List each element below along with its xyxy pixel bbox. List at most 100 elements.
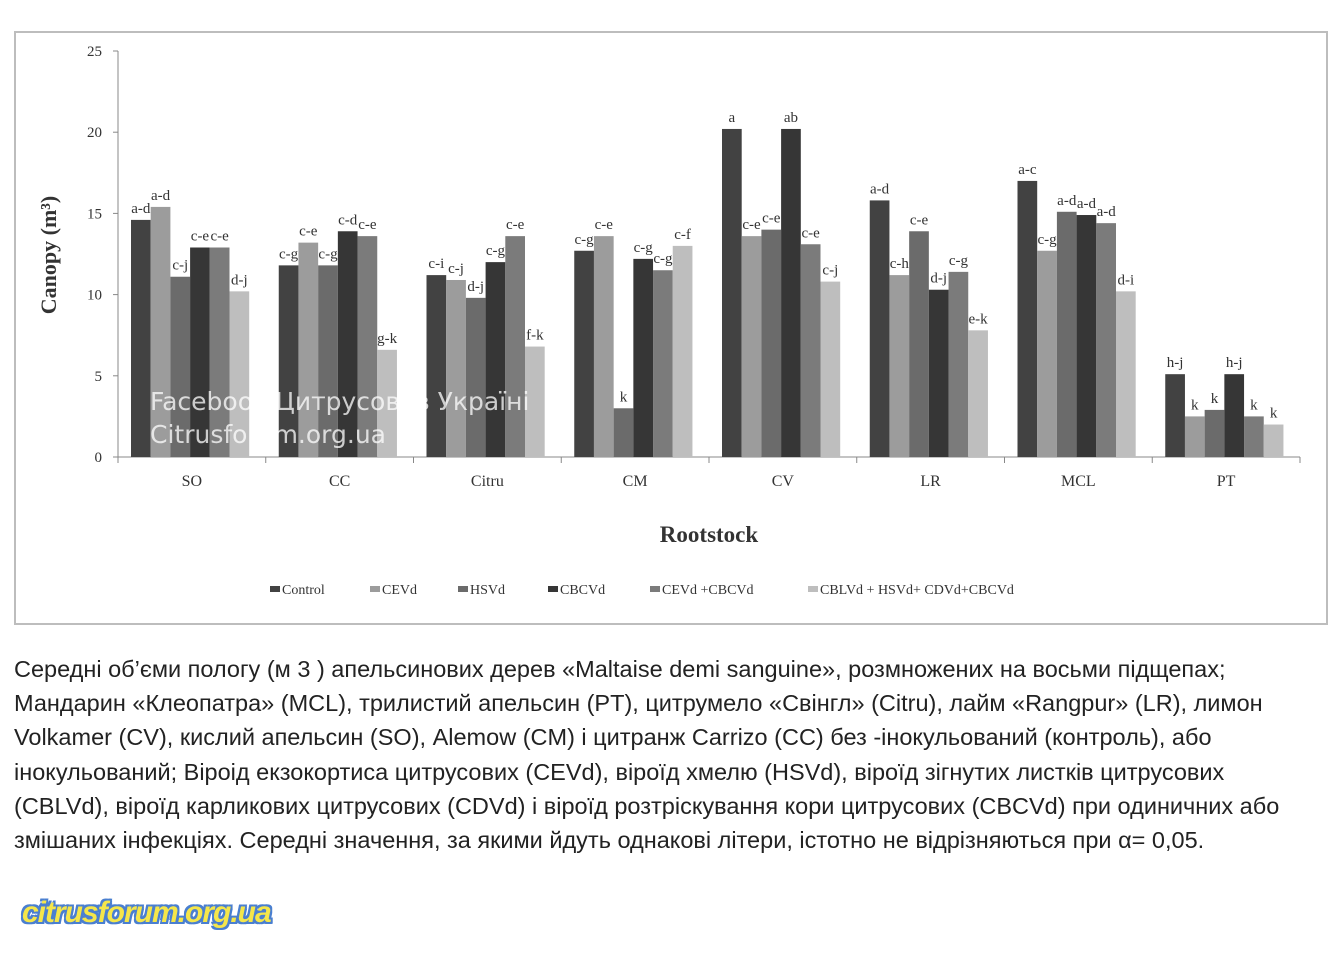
bar: [1204, 409, 1225, 457]
bar: [1244, 416, 1264, 457]
bar: [1263, 424, 1284, 457]
bar: [1056, 211, 1077, 457]
significance-label: k: [1211, 391, 1219, 407]
significance-label: c-g: [575, 232, 595, 248]
bar: [1165, 374, 1185, 457]
significance-label: k: [1270, 406, 1278, 422]
legend-label: CBCVd: [560, 583, 605, 598]
legend-label: CEVd: [382, 583, 417, 598]
bar: [909, 231, 929, 457]
significance-label: c-e: [595, 217, 614, 233]
significance-label: c-e: [191, 229, 210, 245]
significance-label: a-d: [1097, 204, 1117, 220]
y-tick-label: 15: [87, 206, 102, 222]
x-axis-title: Rootstock: [660, 522, 759, 547]
significance-label: c-h: [890, 256, 910, 272]
site-logo: citrusforum.org.ua: [22, 896, 272, 929]
bar: [525, 346, 545, 457]
y-tick-label: 25: [87, 44, 102, 60]
bar: [1224, 374, 1245, 457]
bar: [318, 265, 338, 457]
x-tick-label: CC: [329, 473, 350, 490]
significance-label: k: [620, 389, 628, 405]
significance-label: c-e: [299, 224, 318, 240]
legend-swatch: [548, 586, 558, 592]
bar: [761, 229, 782, 457]
significance-label: c-f: [674, 227, 691, 243]
bar: [426, 275, 447, 457]
bar: [593, 236, 614, 457]
x-tick-label: CM: [623, 473, 648, 490]
significance-label: k: [1250, 397, 1258, 413]
bar: [1017, 180, 1038, 458]
legend-swatch: [808, 586, 818, 592]
significance-label: d-j: [231, 272, 248, 288]
bar: [190, 247, 210, 457]
bar: [1096, 223, 1116, 457]
bar: [633, 258, 654, 457]
significance-label: a-d: [1057, 193, 1077, 209]
bar: [722, 128, 742, 457]
y-tick-label: 20: [87, 125, 102, 141]
x-tick-label: CV: [772, 473, 795, 490]
bar: [741, 236, 762, 457]
bar: [170, 276, 191, 457]
legend-swatch: [370, 586, 380, 592]
legend-swatch: [458, 586, 468, 592]
significance-label: f-k: [526, 328, 544, 344]
bar: [1076, 215, 1097, 457]
bar: [131, 219, 151, 457]
bar: [781, 128, 801, 457]
bar: [1116, 291, 1136, 457]
significance-label: k: [1191, 397, 1199, 413]
y-axis-title: Canopy (m³): [36, 196, 61, 314]
chart-frame: 0 5 10 15 20 25 SO CC Citru CM CV LR MCL PT a-d c-g c-i c…: [14, 31, 1328, 625]
significance-label: d-j: [930, 271, 947, 287]
significance-label: a-d: [1077, 196, 1097, 212]
significance-label: c-j: [822, 263, 838, 279]
bar: [298, 242, 319, 457]
significance-label: c-e: [801, 225, 820, 241]
x-tick-label: LR: [920, 473, 941, 490]
legend-label: CEVd +CBCVd: [662, 583, 754, 598]
significance-label: c-j: [448, 261, 464, 277]
significance-label: h-j: [1167, 355, 1184, 371]
significance-label: c-g: [1037, 232, 1057, 248]
significance-label: a-d: [151, 188, 171, 204]
bar: [357, 236, 378, 457]
significance-label: a-c: [1018, 162, 1037, 178]
significance-label: c-j: [172, 258, 188, 274]
bar: [869, 200, 890, 457]
significance-label: c-g: [653, 251, 673, 267]
bar: [948, 271, 969, 457]
significance-label: c-g: [949, 253, 969, 269]
significance-label: c-i: [428, 256, 444, 272]
significance-label: c-d: [338, 212, 358, 228]
bar: [150, 206, 171, 457]
watermark-line-2: Citrusforum.org.ua: [150, 420, 386, 449]
significance-label: c-e: [210, 229, 229, 245]
significance-label: c-g: [318, 246, 338, 262]
bar: [1037, 250, 1057, 457]
x-tick-label: PT: [1217, 473, 1236, 490]
watermark-line-1: Facebook Цитрусові в Україні: [150, 387, 529, 416]
bar: [928, 289, 949, 457]
significance-label: c-e: [762, 211, 781, 227]
significance-label: c-g: [279, 246, 299, 262]
bar: [505, 236, 525, 457]
bar: [377, 349, 397, 457]
significance-label: c-e: [910, 212, 929, 228]
significance-label: h-j: [1226, 355, 1243, 371]
bar: [446, 279, 466, 457]
y-tick-label: 10: [87, 288, 102, 304]
significance-label: c-g: [634, 240, 654, 256]
bar: [820, 281, 841, 457]
bar: [672, 245, 693, 457]
significance-label: a-d: [870, 181, 890, 197]
bar: [278, 265, 299, 457]
legend-label: CBLVd + HSVd+ CDVd+CBCVd: [820, 583, 1014, 598]
bar: [229, 291, 250, 457]
significance-label: a-d: [131, 201, 151, 217]
significance-label: g-k: [377, 331, 397, 347]
